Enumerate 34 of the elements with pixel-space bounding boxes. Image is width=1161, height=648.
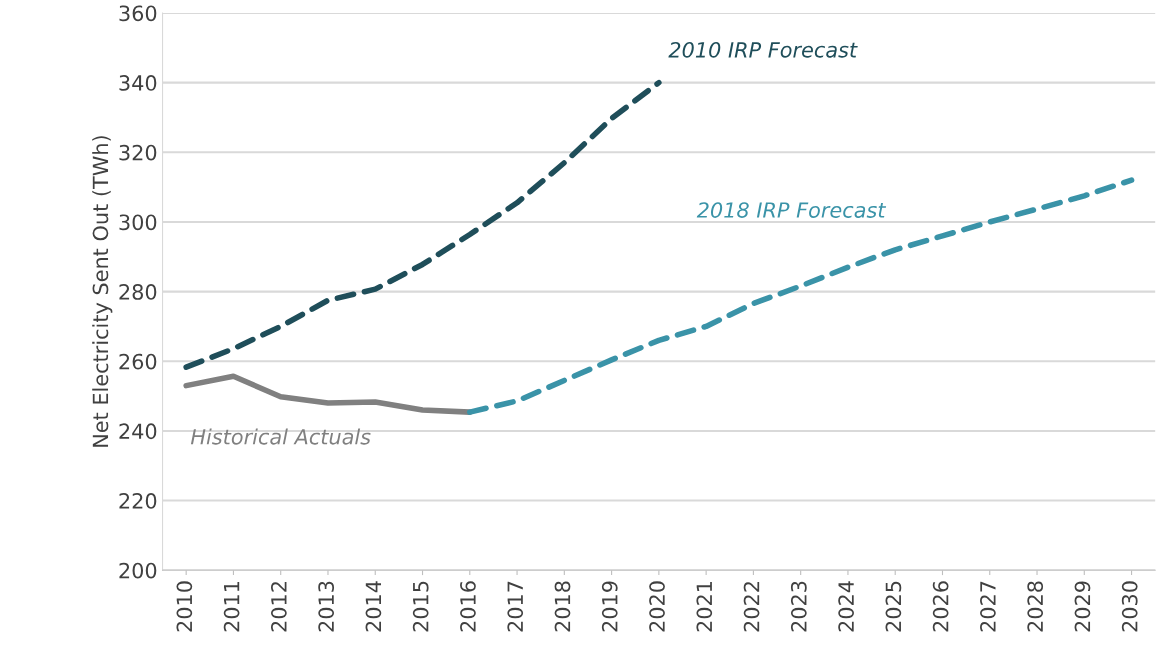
x-tick-label: 2019 <box>601 581 618 632</box>
x-tick-label: 2016 <box>460 581 476 632</box>
y-tick-label: 240 <box>119 423 157 440</box>
y-tick-label: 200 <box>119 562 157 579</box>
series-label: Historical Actuals <box>190 428 371 445</box>
y-tick-label: 360 <box>119 5 157 22</box>
y-tick-label: 300 <box>119 214 157 231</box>
x-tick-label: 2022 <box>743 582 760 632</box>
x-tick-label: 2017 <box>507 581 524 632</box>
y-tick-label: 340 <box>119 75 157 91</box>
x-tick-label: 2021 <box>696 581 713 632</box>
y-tick-label: 280 <box>119 284 157 300</box>
x-tick-label: 2027 <box>980 581 996 632</box>
y-tick-label: 220 <box>119 493 157 509</box>
x-tick-label: 2015 <box>412 581 429 632</box>
y-tick-label: 320 <box>119 144 157 161</box>
series-label: 2010 IRP Forecast <box>668 41 858 58</box>
x-tick-label: 2018 <box>554 581 571 632</box>
x-tick-label: 2025 <box>885 581 902 632</box>
x-tick-label: 2013 <box>318 581 335 632</box>
x-tick-label: 2028 <box>1027 581 1044 632</box>
y-axis-title: Net Electricity Sent Out (TWh) <box>92 136 113 447</box>
series-label: 2018 IRP Forecast <box>696 202 887 218</box>
x-tick-label: 2020 <box>649 581 665 632</box>
x-tick-label: 2023 <box>790 581 807 632</box>
x-tick-label: 2024 <box>838 581 854 632</box>
x-tick-label: 2011 <box>223 581 240 632</box>
x-tick-label: 2012 <box>271 582 287 632</box>
x-tick-label: 2026 <box>932 581 949 632</box>
x-tick-label: 2030 <box>1121 581 1138 632</box>
x-tick-label: 2010 <box>176 581 193 632</box>
y-tick-label: 260 <box>119 353 157 370</box>
x-tick-label: 2014 <box>365 581 382 632</box>
x-tick-label: 2029 <box>1074 581 1091 632</box>
